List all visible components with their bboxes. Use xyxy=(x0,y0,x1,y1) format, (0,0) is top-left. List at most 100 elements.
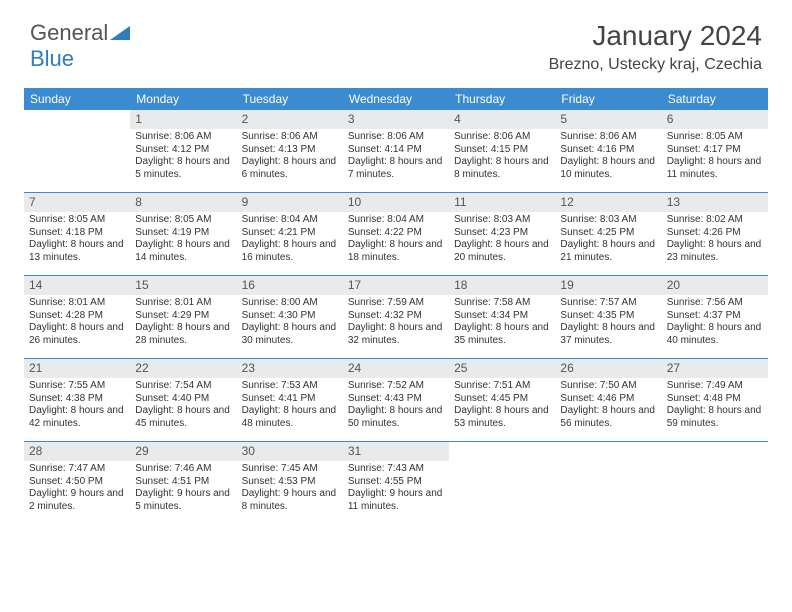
daylight-text: Daylight: 8 hours and 11 minutes. xyxy=(667,156,763,181)
day-number: 19 xyxy=(555,276,661,295)
day-body: Sunrise: 8:06 AMSunset: 4:13 PMDaylight:… xyxy=(237,129,343,185)
day-number: 30 xyxy=(237,442,343,461)
sunrise-text: Sunrise: 8:03 AM xyxy=(560,214,656,227)
dayhead-wed: Wednesday xyxy=(343,88,449,110)
day-number: 16 xyxy=(237,276,343,295)
daylight-text: Daylight: 8 hours and 14 minutes. xyxy=(135,239,231,264)
day-cell: 28Sunrise: 7:47 AMSunset: 4:50 PMDayligh… xyxy=(24,442,130,524)
sunrise-text: Sunrise: 8:04 AM xyxy=(242,214,338,227)
day-body: Sunrise: 7:45 AMSunset: 4:53 PMDaylight:… xyxy=(237,461,343,517)
sunrise-text: Sunrise: 7:59 AM xyxy=(348,297,444,310)
day-body: Sunrise: 8:00 AMSunset: 4:30 PMDaylight:… xyxy=(237,295,343,351)
sunrise-text: Sunrise: 7:45 AM xyxy=(242,463,338,476)
day-cell: 6Sunrise: 8:05 AMSunset: 4:17 PMDaylight… xyxy=(662,110,768,192)
sunrise-text: Sunrise: 7:47 AM xyxy=(29,463,125,476)
day-number: 6 xyxy=(662,110,768,129)
day-number: 25 xyxy=(449,359,555,378)
day-cell: 21Sunrise: 7:55 AMSunset: 4:38 PMDayligh… xyxy=(24,359,130,441)
day-number: 9 xyxy=(237,193,343,212)
day-number: 18 xyxy=(449,276,555,295)
sunset-text: Sunset: 4:53 PM xyxy=(242,476,338,489)
title-block: January 2024 Brezno, Ustecky kraj, Czech… xyxy=(549,20,762,74)
day-cell: 3Sunrise: 8:06 AMSunset: 4:14 PMDaylight… xyxy=(343,110,449,192)
dayhead-mon: Monday xyxy=(130,88,236,110)
week-row: 1Sunrise: 8:06 AMSunset: 4:12 PMDaylight… xyxy=(24,110,768,192)
sunrise-text: Sunrise: 7:53 AM xyxy=(242,380,338,393)
day-cell: 7Sunrise: 8:05 AMSunset: 4:18 PMDaylight… xyxy=(24,193,130,275)
day-cell: 19Sunrise: 7:57 AMSunset: 4:35 PMDayligh… xyxy=(555,276,661,358)
daylight-text: Daylight: 9 hours and 5 minutes. xyxy=(135,488,231,513)
daylight-text: Daylight: 8 hours and 37 minutes. xyxy=(560,322,656,347)
sunset-text: Sunset: 4:19 PM xyxy=(135,227,231,240)
sunrise-text: Sunrise: 7:57 AM xyxy=(560,297,656,310)
logo: GeneralBlue xyxy=(30,20,130,72)
logo-text: GeneralBlue xyxy=(30,20,130,72)
sunrise-text: Sunrise: 8:03 AM xyxy=(454,214,550,227)
day-cell: 29Sunrise: 7:46 AMSunset: 4:51 PMDayligh… xyxy=(130,442,236,524)
sunrise-text: Sunrise: 8:05 AM xyxy=(667,131,763,144)
day-body: Sunrise: 8:05 AMSunset: 4:17 PMDaylight:… xyxy=(662,129,768,185)
day-number: 21 xyxy=(24,359,130,378)
day-cell: 27Sunrise: 7:49 AMSunset: 4:48 PMDayligh… xyxy=(662,359,768,441)
day-number: 10 xyxy=(343,193,449,212)
day-cell: 17Sunrise: 7:59 AMSunset: 4:32 PMDayligh… xyxy=(343,276,449,358)
daylight-text: Daylight: 8 hours and 18 minutes. xyxy=(348,239,444,264)
day-number: 5 xyxy=(555,110,661,129)
week-row: 21Sunrise: 7:55 AMSunset: 4:38 PMDayligh… xyxy=(24,358,768,441)
day-body: Sunrise: 8:03 AMSunset: 4:23 PMDaylight:… xyxy=(449,212,555,268)
sunset-text: Sunset: 4:32 PM xyxy=(348,310,444,323)
day-header-row: Sunday Monday Tuesday Wednesday Thursday… xyxy=(24,88,768,110)
day-body: Sunrise: 7:56 AMSunset: 4:37 PMDaylight:… xyxy=(662,295,768,351)
day-cell xyxy=(24,110,130,192)
daylight-text: Daylight: 8 hours and 21 minutes. xyxy=(560,239,656,264)
sunrise-text: Sunrise: 8:01 AM xyxy=(135,297,231,310)
day-body: Sunrise: 7:46 AMSunset: 4:51 PMDaylight:… xyxy=(130,461,236,517)
sunset-text: Sunset: 4:13 PM xyxy=(242,144,338,157)
daylight-text: Daylight: 8 hours and 26 minutes. xyxy=(29,322,125,347)
daylight-text: Daylight: 8 hours and 42 minutes. xyxy=(29,405,125,430)
day-body: Sunrise: 7:53 AMSunset: 4:41 PMDaylight:… xyxy=(237,378,343,434)
day-body: Sunrise: 8:06 AMSunset: 4:14 PMDaylight:… xyxy=(343,129,449,185)
day-cell: 13Sunrise: 8:02 AMSunset: 4:26 PMDayligh… xyxy=(662,193,768,275)
sunset-text: Sunset: 4:55 PM xyxy=(348,476,444,489)
day-number: 4 xyxy=(449,110,555,129)
day-body: Sunrise: 7:58 AMSunset: 4:34 PMDaylight:… xyxy=(449,295,555,351)
day-body: Sunrise: 8:03 AMSunset: 4:25 PMDaylight:… xyxy=(555,212,661,268)
sunset-text: Sunset: 4:12 PM xyxy=(135,144,231,157)
day-body: Sunrise: 8:05 AMSunset: 4:18 PMDaylight:… xyxy=(24,212,130,268)
dayhead-sat: Saturday xyxy=(662,88,768,110)
day-cell: 14Sunrise: 8:01 AMSunset: 4:28 PMDayligh… xyxy=(24,276,130,358)
day-number: 14 xyxy=(24,276,130,295)
dayhead-fri: Friday xyxy=(555,88,661,110)
sunrise-text: Sunrise: 8:06 AM xyxy=(348,131,444,144)
sunset-text: Sunset: 4:37 PM xyxy=(667,310,763,323)
day-number: 27 xyxy=(662,359,768,378)
day-cell: 24Sunrise: 7:52 AMSunset: 4:43 PMDayligh… xyxy=(343,359,449,441)
day-body: Sunrise: 8:02 AMSunset: 4:26 PMDaylight:… xyxy=(662,212,768,268)
sunset-text: Sunset: 4:21 PM xyxy=(242,227,338,240)
daylight-text: Daylight: 8 hours and 40 minutes. xyxy=(667,322,763,347)
day-number: 28 xyxy=(24,442,130,461)
daylight-text: Daylight: 8 hours and 50 minutes. xyxy=(348,405,444,430)
day-number: 2 xyxy=(237,110,343,129)
sunrise-text: Sunrise: 7:56 AM xyxy=(667,297,763,310)
day-cell: 5Sunrise: 8:06 AMSunset: 4:16 PMDaylight… xyxy=(555,110,661,192)
sunrise-text: Sunrise: 8:02 AM xyxy=(667,214,763,227)
sunset-text: Sunset: 4:43 PM xyxy=(348,393,444,406)
sunrise-text: Sunrise: 8:05 AM xyxy=(29,214,125,227)
sunset-text: Sunset: 4:17 PM xyxy=(667,144,763,157)
daylight-text: Daylight: 8 hours and 28 minutes. xyxy=(135,322,231,347)
daylight-text: Daylight: 8 hours and 56 minutes. xyxy=(560,405,656,430)
week-row: 28Sunrise: 7:47 AMSunset: 4:50 PMDayligh… xyxy=(24,441,768,524)
day-number: 12 xyxy=(555,193,661,212)
day-number: 1 xyxy=(130,110,236,129)
day-number: 24 xyxy=(343,359,449,378)
month-title: January 2024 xyxy=(549,20,762,52)
weeks-container: 1Sunrise: 8:06 AMSunset: 4:12 PMDaylight… xyxy=(24,110,768,524)
logo-part1: General xyxy=(30,20,108,45)
day-cell: 18Sunrise: 7:58 AMSunset: 4:34 PMDayligh… xyxy=(449,276,555,358)
day-body: Sunrise: 7:47 AMSunset: 4:50 PMDaylight:… xyxy=(24,461,130,517)
dayhead-sun: Sunday xyxy=(24,88,130,110)
sunrise-text: Sunrise: 8:06 AM xyxy=(135,131,231,144)
day-body: Sunrise: 8:04 AMSunset: 4:22 PMDaylight:… xyxy=(343,212,449,268)
